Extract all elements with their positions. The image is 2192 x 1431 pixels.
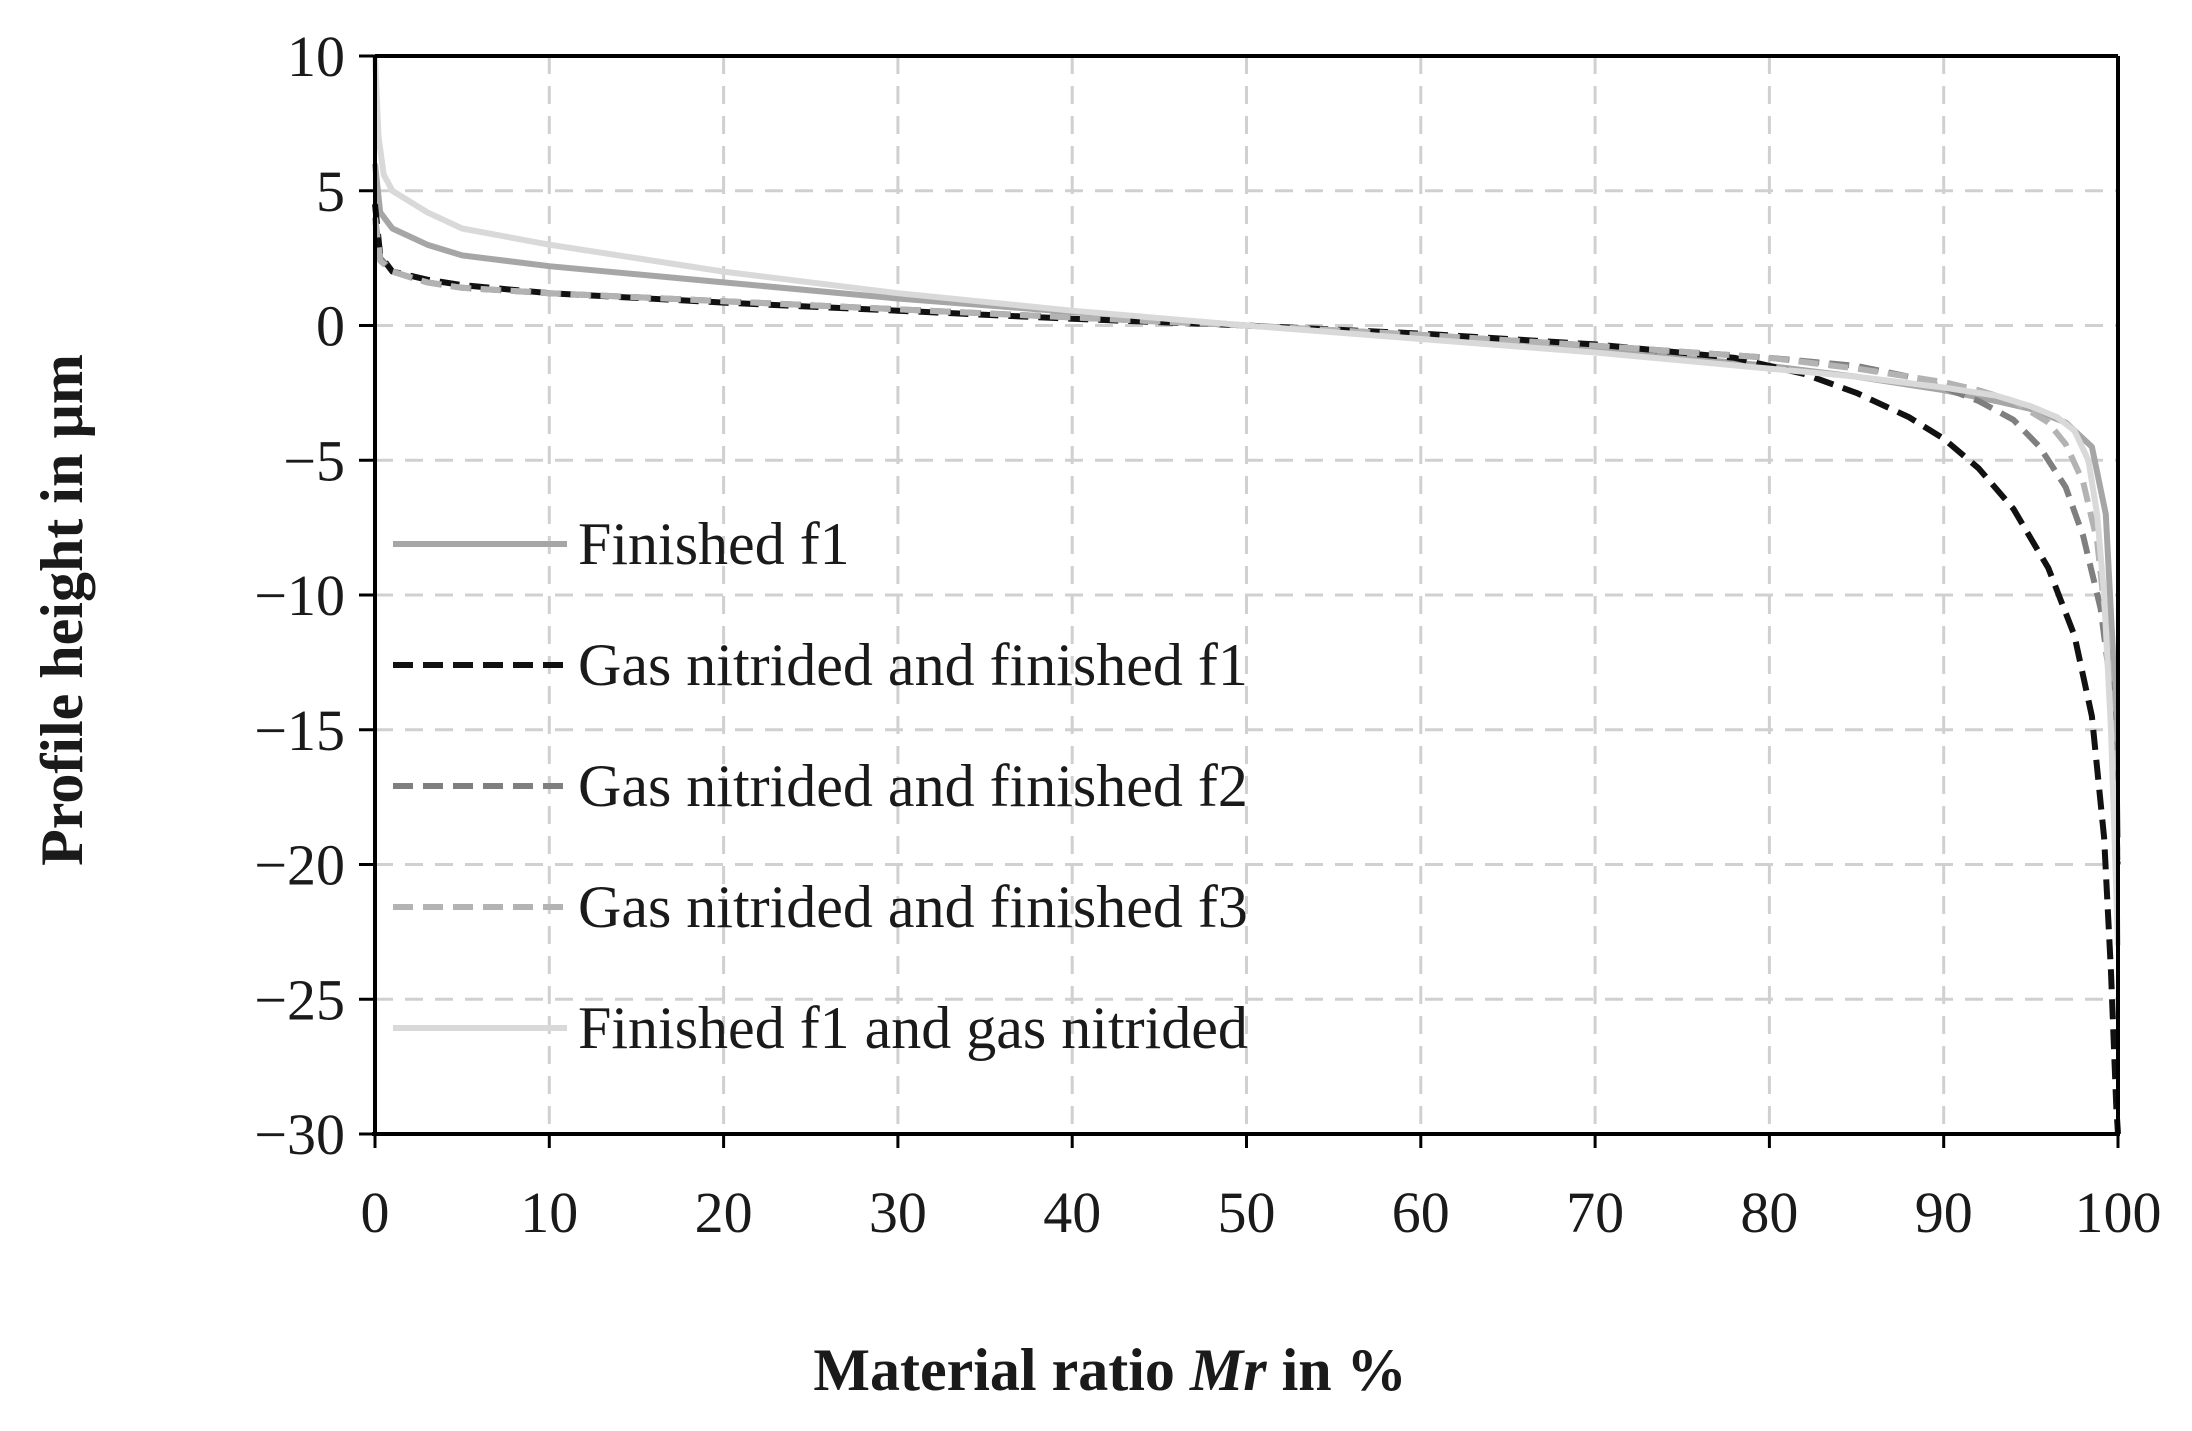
series-lines bbox=[372, 55, 2121, 1135]
y-tick-label: −15 bbox=[254, 698, 345, 763]
y-tick-label: 0 bbox=[316, 294, 345, 359]
y-tick-label: 10 bbox=[287, 24, 345, 89]
y-tick-label: −10 bbox=[254, 563, 345, 628]
y-tick-label: −20 bbox=[254, 833, 345, 898]
x-tick-label: 30 bbox=[869, 1180, 927, 1245]
grid bbox=[375, 56, 2118, 1134]
series-line-4 bbox=[372, 217, 2121, 865]
x-tick-label: 80 bbox=[1740, 1180, 1798, 1245]
legend-label-4: Gas nitrided and finished f3 bbox=[578, 874, 1248, 940]
x-tick-label: 50 bbox=[1218, 1180, 1276, 1245]
x-tick-label: 40 bbox=[1043, 1180, 1101, 1245]
y-tick-label: −5 bbox=[283, 428, 345, 493]
legend-label-5: Finished f1 and gas nitrided bbox=[578, 995, 1248, 1061]
x-tick-label: 90 bbox=[1915, 1180, 1973, 1245]
x-tick-label: 100 bbox=[2075, 1180, 2162, 1245]
x-tick-label: 60 bbox=[1392, 1180, 1450, 1245]
legend-label-1: Finished f1 bbox=[578, 511, 850, 577]
y-tick-label: −25 bbox=[254, 967, 345, 1032]
series-line-5 bbox=[372, 55, 2121, 946]
y-tick-label: 5 bbox=[316, 159, 345, 224]
x-tick-label: 70 bbox=[1566, 1180, 1624, 1245]
x-tick-label: 20 bbox=[695, 1180, 753, 1245]
x-tick-label: 0 bbox=[361, 1180, 390, 1245]
y-axis-title: Profile height in µm bbox=[29, 354, 95, 866]
legend: Finished f1 Gas nitrided and finished f1 G… bbox=[393, 511, 1248, 1061]
axes bbox=[359, 54, 2120, 1148]
x-tick-label: 10 bbox=[520, 1180, 578, 1245]
y-tick-label: −30 bbox=[254, 1102, 345, 1167]
legend-label-3: Gas nitrided and finished f2 bbox=[578, 753, 1248, 819]
legend-label-2: Gas nitrided and finished f1 bbox=[578, 632, 1248, 698]
tick-labels: 0 10 20 30 40 50 60 70 80 90 1001050−5−10−15−20−25… bbox=[254, 24, 2161, 1245]
x-axis-title: Material ratio Mr in % bbox=[813, 1337, 1406, 1403]
series-line-1 bbox=[372, 163, 2121, 838]
